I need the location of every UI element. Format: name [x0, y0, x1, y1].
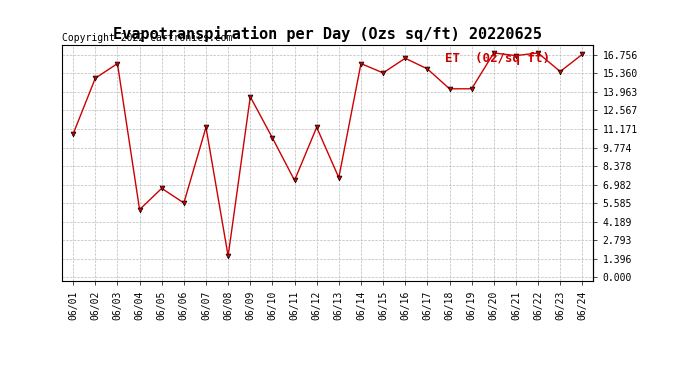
Text: Copyright 2022 Cartronics.com: Copyright 2022 Cartronics.com: [62, 33, 233, 43]
Title: Evapotranspiration per Day (Ozs sq/ft) 20220625: Evapotranspiration per Day (Ozs sq/ft) 2…: [113, 27, 542, 42]
Text: ET  (0z/sq ft): ET (0z/sq ft): [444, 52, 550, 65]
